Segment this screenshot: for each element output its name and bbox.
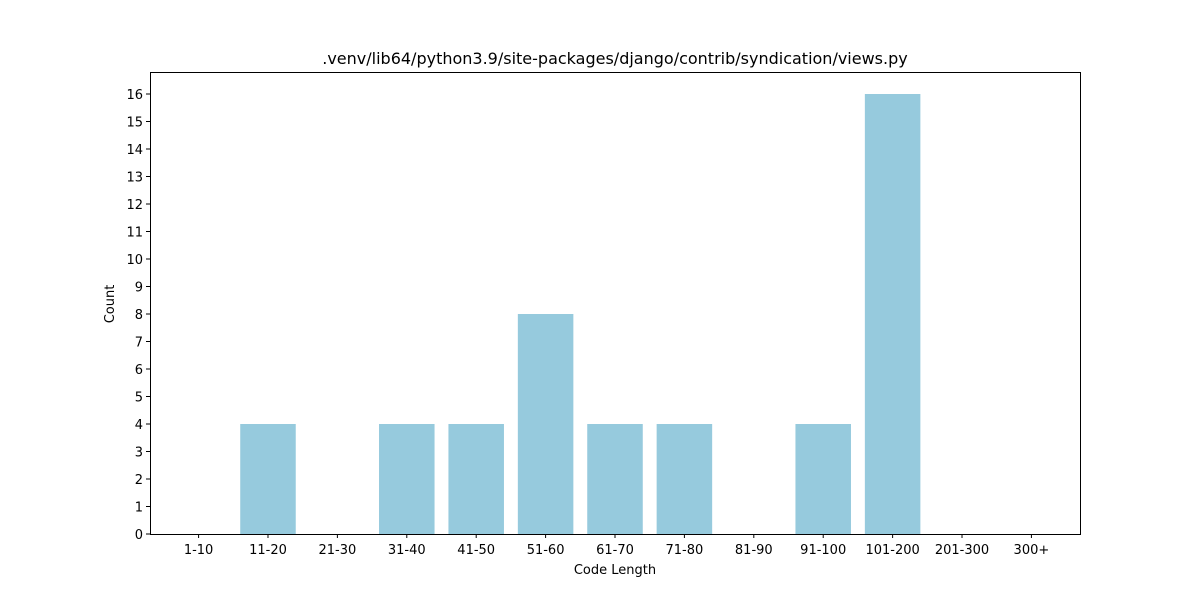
y-tick-label: 5	[135, 391, 143, 406]
x-tick-label: 11-20	[249, 543, 287, 558]
y-tick-label: 0	[135, 528, 143, 543]
bar-41-50	[448, 424, 504, 534]
x-tick-label: 1-10	[184, 543, 214, 558]
x-tick-label: 51-60	[527, 543, 565, 558]
y-tick-label: 12	[126, 198, 143, 213]
y-tick-label: 7	[135, 336, 143, 351]
x-tick-label: 101-200	[865, 543, 919, 558]
bars-group	[240, 94, 921, 534]
x-tick-label: 21-30	[318, 543, 356, 558]
x-tick-label: 31-40	[388, 543, 426, 558]
y-tick-label: 10	[126, 253, 143, 268]
y-tick-label: 9	[135, 281, 143, 296]
x-tick-label: 300+	[1014, 543, 1050, 558]
y-tick-label: 14	[126, 143, 143, 158]
x-tick-label: 201-300	[935, 543, 989, 558]
bar-61-70	[587, 424, 643, 534]
y-tick-label: 11	[126, 226, 143, 241]
y-tick-label: 6	[135, 363, 143, 378]
y-tick-label: 2	[135, 473, 143, 488]
y-tick-label: 15	[126, 116, 143, 131]
x-tick-label: 71-80	[666, 543, 704, 558]
y-tick-label: 4	[135, 418, 143, 433]
x-tick-label: 41-50	[457, 543, 495, 558]
y-tick-label: 8	[135, 308, 143, 323]
x-axis: 1-10 11-20 21-30 31-40 41-50 51-60 61-70 71-80 8…	[184, 534, 1049, 558]
chart-title: .venv/lib64/python3.9/site-packages/djan…	[322, 49, 907, 68]
x-tick-label: 81-90	[735, 543, 773, 558]
bar-31-40	[379, 424, 435, 534]
y-tick-label: 1	[135, 501, 143, 516]
bar-11-20	[240, 424, 296, 534]
y-tick-label: 16	[126, 88, 143, 103]
y-tick-label: 13	[126, 171, 143, 186]
x-axis-label: Code Length	[574, 563, 656, 578]
y-tick-label: 3	[135, 446, 143, 461]
bar-51-60	[517, 314, 574, 534]
x-tick-label: 91-100	[800, 543, 846, 558]
bar-71-80	[656, 424, 713, 534]
bar-101-200	[864, 94, 921, 534]
x-tick-label: 61-70	[596, 543, 634, 558]
bar-91-100	[795, 424, 851, 534]
y-axis-label: Count	[103, 285, 118, 324]
